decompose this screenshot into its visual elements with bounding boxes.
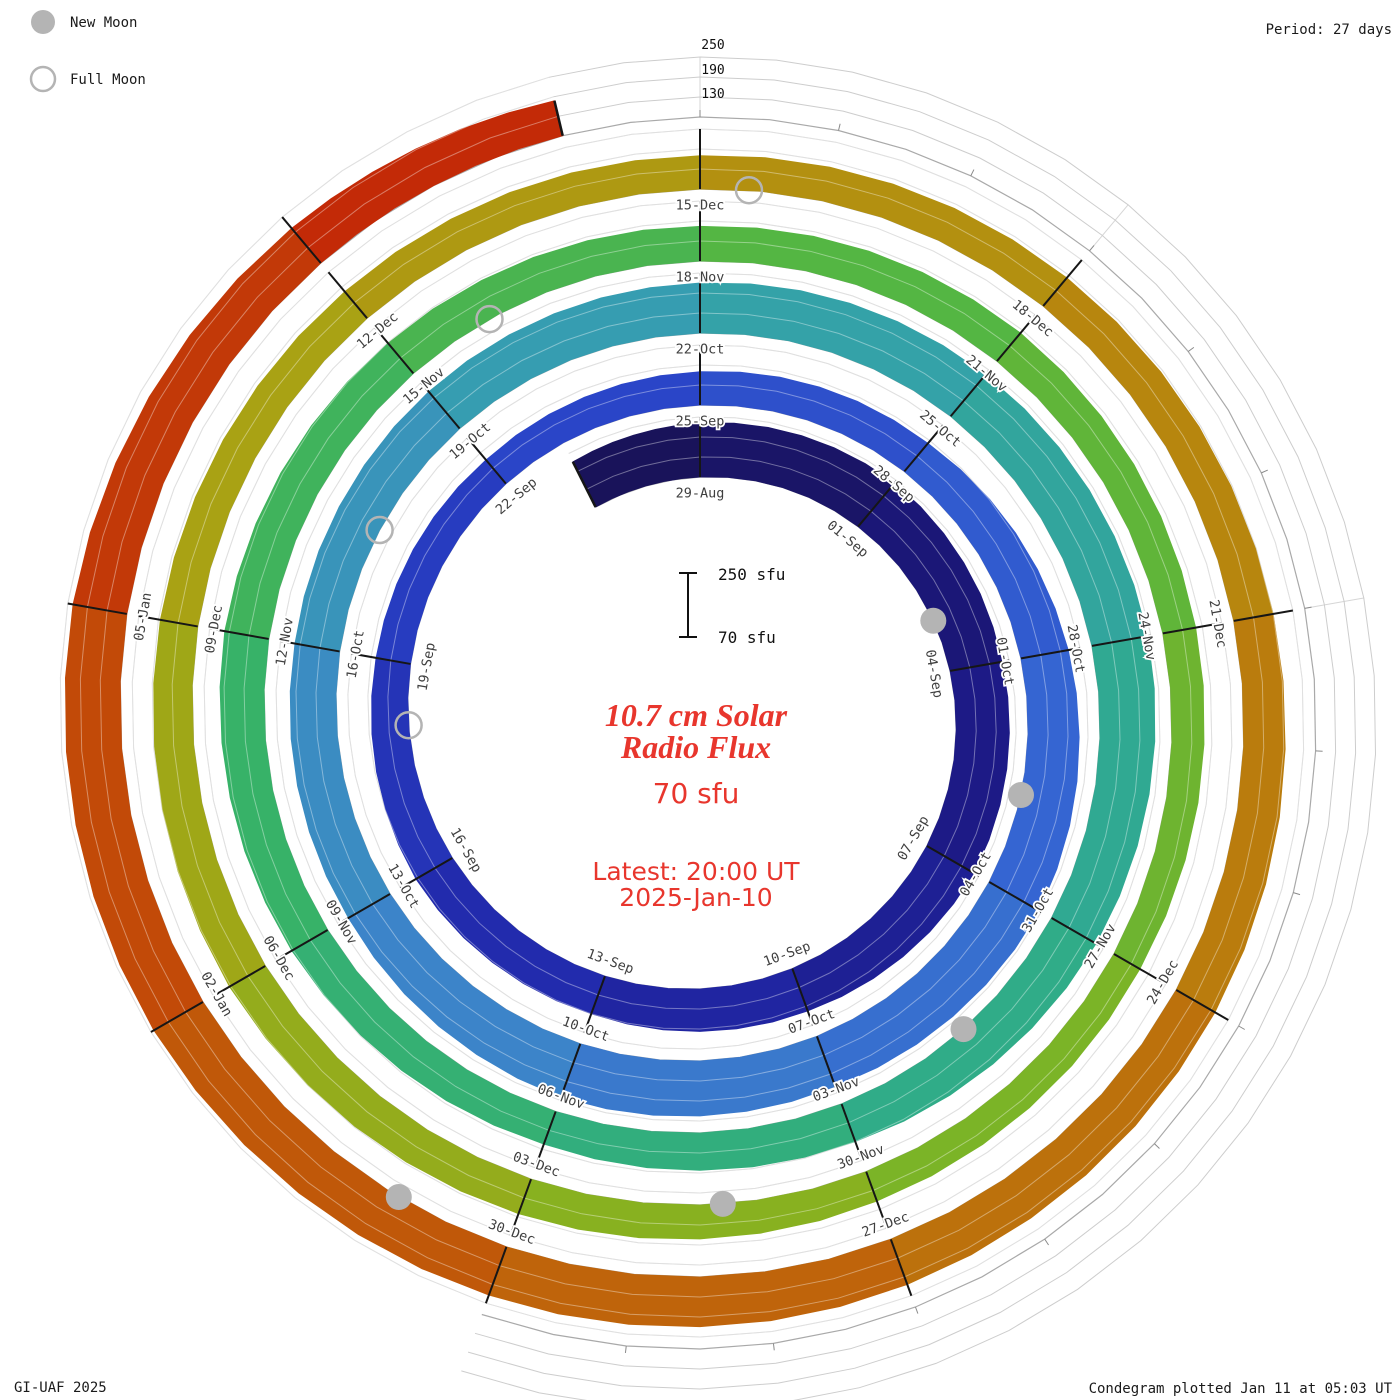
current-flux-value: 70 sfu [653, 777, 740, 810]
new-moon-marker-01-Nov [950, 1016, 977, 1043]
spiral-plot: 29-Aug01-Sep04-Sep07-Sep10-Sep13-Sep16-S… [59, 56, 1377, 1400]
full-moon-icon [29, 65, 57, 93]
spiral-date-label-25-Sep: 25-Sep [676, 414, 725, 430]
spiral-date-label-18-Nov: 18-Nov [676, 270, 725, 286]
spiral-date-label-21-Dec: 21-Dec [1205, 598, 1229, 649]
new-moon-marker-01-Dec [709, 1190, 736, 1217]
chart-title-line1: 10.7 cm Solar [605, 697, 788, 733]
new-moon-marker-02-Oct [1008, 782, 1034, 808]
radial-tick-130: 130 [701, 87, 724, 102]
center-text-block: 10.7 cm Solar Radio Flux 70 sfu Latest: … [592, 697, 800, 912]
credit-label: GI-UAF 2025 [14, 1380, 107, 1396]
spiral-date-label-15-Dec: 15-Dec [676, 198, 725, 214]
radial-tick-190: 190 [701, 63, 724, 78]
new-moon-marker-03-Sep [920, 607, 947, 634]
spiral-date-label-22-Oct: 22-Oct [676, 342, 725, 358]
flux-scale-bar [679, 572, 697, 638]
full-moon-marker-15-Dec [734, 175, 764, 205]
spiral-date-label-29-Aug: 29-Aug [676, 486, 725, 502]
radial-axis-labels: 250 190 130 [701, 38, 724, 102]
moon-legend: New Moon Full Moon [29, 10, 146, 93]
full-moon-marker-15-Nov [475, 304, 504, 334]
full-moon-marker-17-Oct [365, 515, 394, 545]
new-moon-marker-30-Dec [385, 1184, 412, 1210]
latest-date-label: 2025-Jan-10 [619, 883, 772, 912]
new-moon-icon [31, 10, 55, 34]
plotted-timestamp: Condegram plotted Jan 11 at 05:03 UT [1089, 1381, 1393, 1397]
full-moon-label: Full Moon [70, 72, 146, 88]
scale-bar-top-label: 250 sfu [718, 565, 785, 584]
new-moon-label: New Moon [70, 15, 137, 31]
radial-tick-250: 250 [701, 38, 724, 53]
full-moon-marker-18-Sep [394, 710, 423, 740]
chart-title-line2: Radio Flux [620, 729, 771, 765]
period-label: Period: 27 days [1266, 22, 1392, 38]
scale-bar-bottom-label: 70 sfu [718, 628, 776, 647]
latest-time-label: Latest: 20:00 UT [592, 857, 800, 886]
